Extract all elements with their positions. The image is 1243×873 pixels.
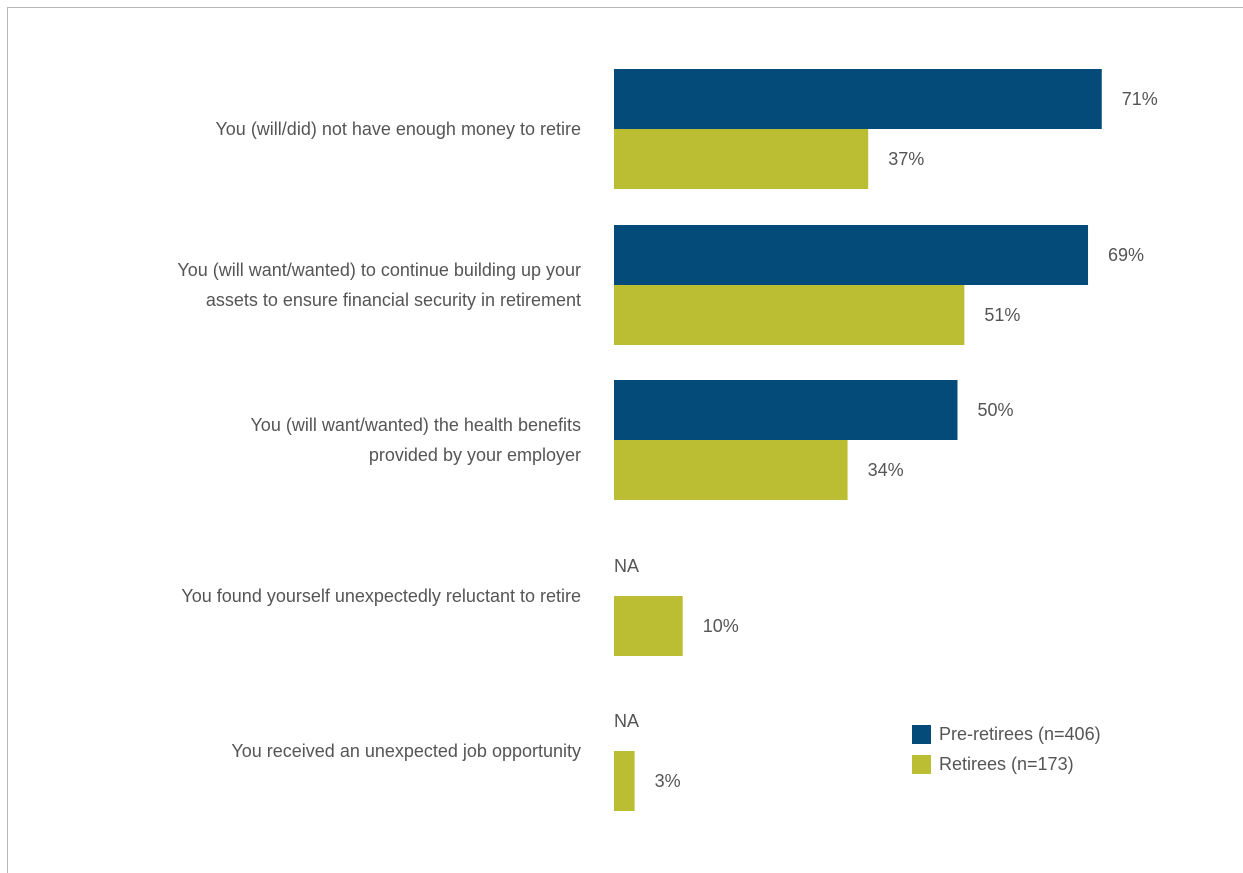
bar-retirees: [614, 129, 869, 189]
data-label: 69%: [1108, 245, 1144, 265]
data-label: 51%: [984, 305, 1020, 325]
data-label: 71%: [1122, 89, 1158, 109]
legend-label-retirees: Retirees (n=173): [939, 753, 1074, 774]
legend-item-pre-retirees: Pre-retirees (n=406): [912, 719, 1101, 749]
category-label: You received an unexpected job opportuni…: [231, 736, 581, 766]
category-label-line: You (will/did) not have enough money to …: [215, 119, 581, 139]
category-label-line: You received an unexpected job opportuni…: [231, 741, 581, 761]
legend-swatch-pre-retirees: [912, 724, 931, 744]
category-label-line: You (will want/wanted) the health benefi…: [250, 415, 581, 435]
chart-frame: [7, 7, 1243, 873]
data-label: 3%: [655, 771, 681, 791]
data-label: 37%: [888, 149, 924, 169]
legend-item-retirees: Retirees (n=173): [912, 749, 1101, 779]
data-label: NA: [614, 556, 639, 576]
bar-retirees: [614, 751, 635, 811]
data-label: 50%: [978, 400, 1014, 420]
category-label-line: provided by your employer: [368, 445, 581, 465]
legend-label-pre-retirees: Pre-retirees (n=406): [939, 723, 1101, 744]
bar-pre-retirees: [614, 69, 1102, 129]
category-label-line: You (will want/wanted) to continue build…: [177, 260, 581, 280]
data-label: NA: [614, 711, 639, 731]
category-label: You (will want/wanted) the health benefi…: [250, 410, 581, 470]
bar-retirees: [614, 596, 683, 656]
category-label: You (will want/wanted) to continue build…: [177, 255, 581, 315]
data-label: 34%: [868, 460, 904, 480]
category-label: You found yourself unexpectedly reluctan…: [181, 581, 581, 611]
bar-retirees: [614, 440, 848, 500]
category-label-line: assets to ensure financial security in r…: [205, 290, 581, 310]
category-label-line: You found yourself unexpectedly reluctan…: [181, 586, 581, 606]
category-label: You (will/did) not have enough money to …: [215, 114, 581, 144]
bar-retirees: [614, 285, 965, 345]
legend: Pre-retirees (n=406) Retirees (n=173): [912, 719, 1101, 779]
bar-pre-retirees: [614, 380, 958, 440]
legend-swatch-retirees: [912, 754, 931, 774]
data-label: 10%: [703, 616, 739, 636]
bar-pre-retirees: [614, 225, 1089, 285]
